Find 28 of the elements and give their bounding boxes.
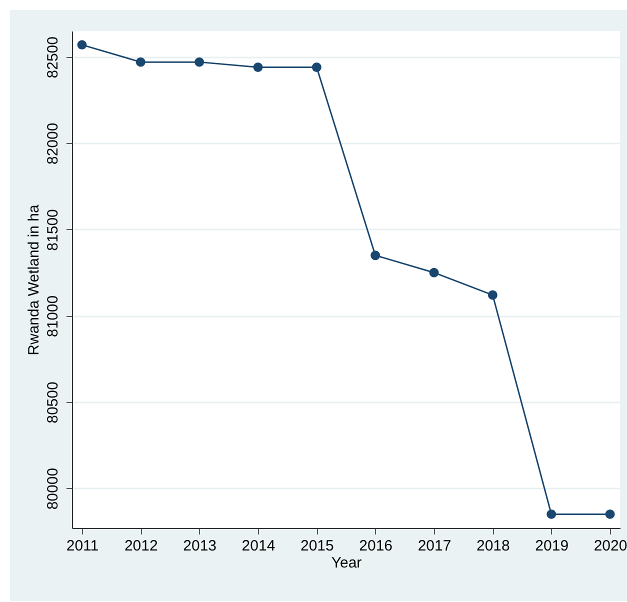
point: [136, 57, 146, 67]
x-tick-label: 2017: [418, 538, 452, 554]
y-tick-label: 82000: [44, 122, 62, 165]
y-tick-label: 80500: [44, 382, 62, 424]
point: [194, 57, 204, 67]
x-tick-label: 2015: [300, 538, 334, 554]
x-tick-label: 2019: [535, 538, 569, 554]
x-tick-label: 2013: [183, 538, 217, 554]
x-tick-label: 2020: [594, 538, 627, 554]
y-axis-title: Rwanda Wetland in ha: [26, 204, 42, 356]
y-tick-label: 82500: [44, 36, 62, 78]
y-tick-label: 80000: [44, 468, 62, 510]
y-tick-label: 81000: [44, 295, 62, 338]
point: [370, 250, 380, 260]
x-tick-label: 2011: [66, 538, 99, 554]
point: [253, 62, 263, 72]
point: [77, 40, 87, 50]
x-tick-label: 2014: [242, 538, 276, 554]
point: [488, 290, 498, 300]
point: [605, 509, 615, 519]
y-tick-label: 81500: [44, 209, 62, 251]
x-tick-label: 2016: [359, 538, 393, 554]
point: [429, 268, 439, 278]
point: [312, 62, 322, 72]
x-axis-title: Year: [331, 554, 362, 572]
point: [546, 509, 556, 519]
x-tick-label: 2012: [124, 538, 158, 554]
x-tick-label: 2018: [476, 538, 510, 554]
